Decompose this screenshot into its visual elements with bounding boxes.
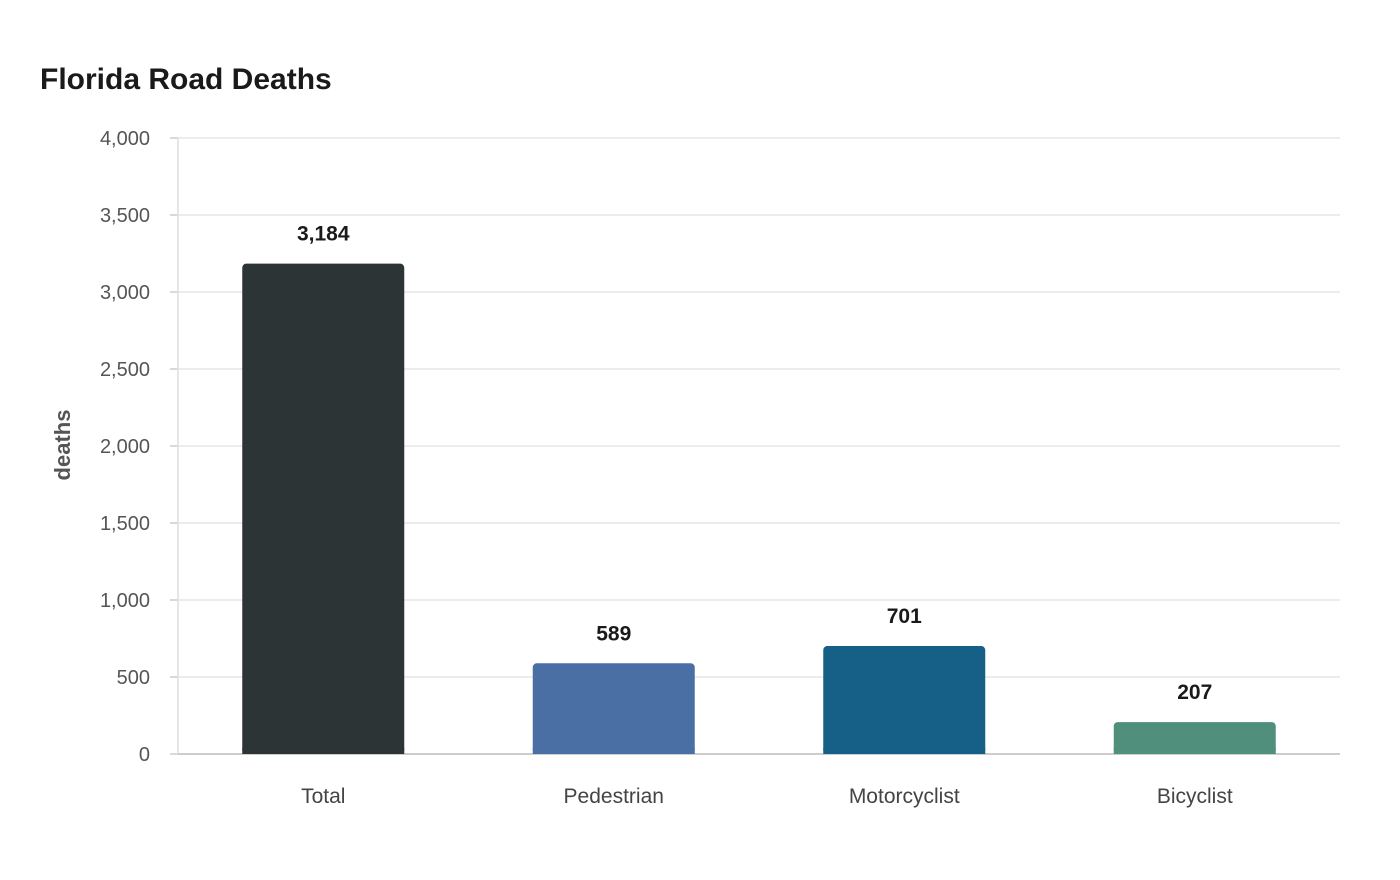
y-axis-title: deaths [50, 410, 75, 481]
data-label: 589 [596, 622, 631, 645]
bar-total [242, 263, 405, 754]
bar-pedestrian [532, 663, 695, 754]
x-category-label: Motorcyclist [849, 785, 960, 808]
y-tick-label: 0 [139, 744, 150, 766]
chart-title: Florida Road Deaths [40, 63, 332, 96]
bars [242, 263, 1276, 754]
category-labels: Total Pedestrian Motorcyclist Bicyclist [301, 785, 1233, 808]
y-tick-label: 2,000 [100, 436, 150, 458]
y-tick-label: 500 [117, 667, 150, 689]
bar-motorcyclist [823, 646, 986, 754]
bar-base [242, 748, 405, 754]
x-category-label: Pedestrian [564, 785, 664, 808]
y-tick-label: 1,000 [100, 590, 150, 612]
y-tick-label: 3,000 [100, 282, 150, 304]
bar-base [1113, 748, 1276, 754]
bar-bicyclist [1113, 722, 1276, 754]
x-category-label: Bicyclist [1157, 785, 1233, 808]
bar-base [532, 748, 695, 754]
data-labels: 3,184 589 701 207 [297, 223, 1212, 704]
x-category-label: Total [301, 785, 345, 808]
data-label: 3,184 [297, 223, 350, 246]
y-tick-label: 2,500 [100, 359, 150, 381]
data-label: 207 [1177, 681, 1212, 704]
y-tick-labels: 0 500 1,000 1,500 2,000 2,500 3,000 3,500 4,000 [100, 128, 150, 766]
data-label: 701 [887, 605, 922, 628]
y-tick-label: 1,500 [100, 513, 150, 535]
y-tick-label: 3,500 [100, 205, 150, 227]
bar-base [823, 748, 986, 754]
y-tick-label: 4,000 [100, 128, 150, 150]
